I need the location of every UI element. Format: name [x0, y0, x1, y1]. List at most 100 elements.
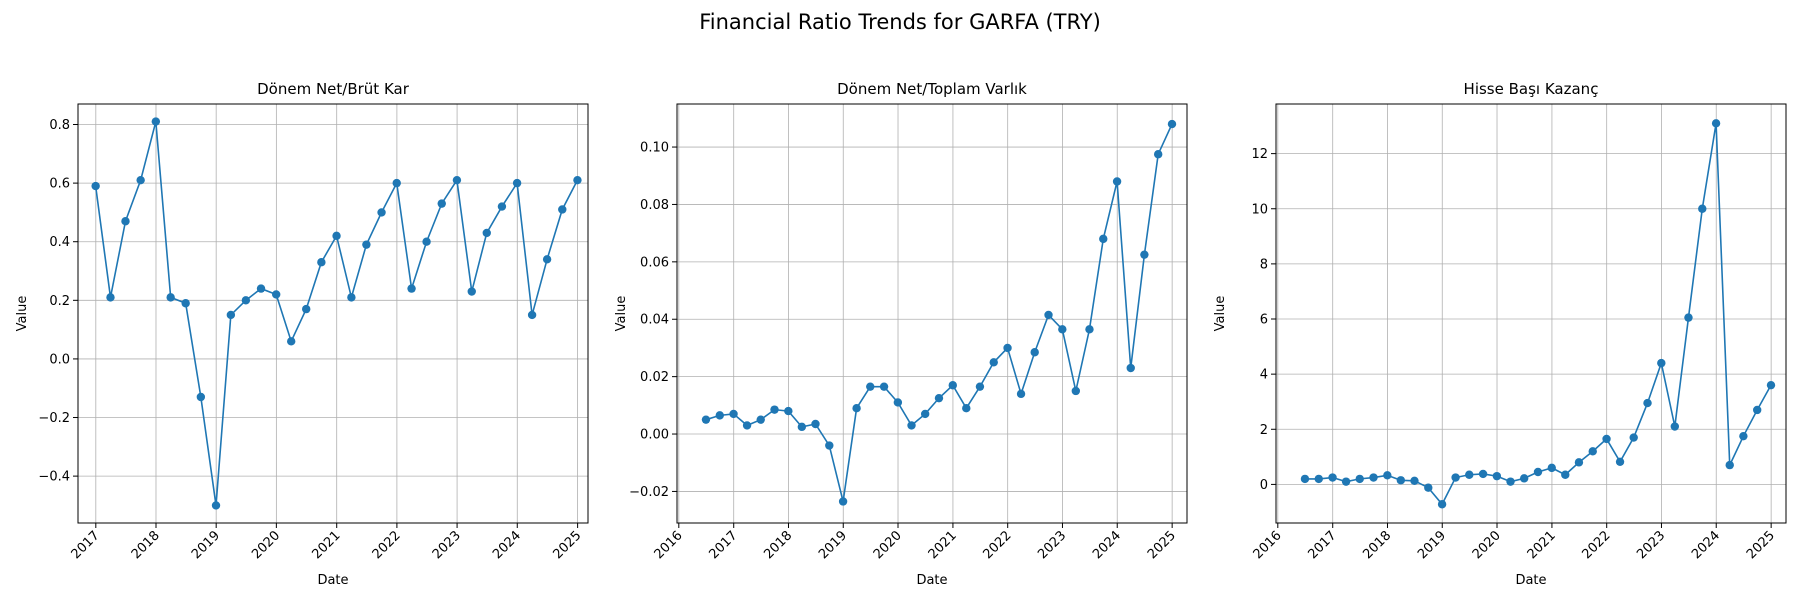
- data-point: [422, 237, 431, 246]
- data-point: [1574, 458, 1584, 467]
- data-point: [1437, 500, 1447, 509]
- data-point: [879, 382, 889, 391]
- y-tick-label: 0.8: [49, 118, 70, 133]
- y-tick-label: −0.4: [38, 470, 70, 485]
- x-tick-label: 2016: [652, 528, 686, 562]
- x-tick-label: 2020: [871, 528, 905, 562]
- data-point: [136, 175, 145, 185]
- x-tick-label: 2017: [1306, 528, 1340, 562]
- data-point: [332, 231, 341, 241]
- data-point: [181, 299, 190, 308]
- data-point: [1506, 477, 1515, 486]
- data-point: [362, 240, 371, 249]
- data-point: [91, 181, 100, 191]
- data-point: [920, 409, 930, 419]
- data-point: [1314, 474, 1323, 484]
- data-point: [1085, 325, 1094, 334]
- x-tick-label: 2020: [249, 528, 283, 562]
- y-tick-label: 0.0: [49, 352, 70, 367]
- data-point: [825, 441, 834, 450]
- data-point: [1451, 473, 1460, 482]
- x-tick-label: 2020: [1470, 528, 1504, 562]
- y-tick-label: 0.00: [640, 428, 669, 443]
- data-point: [989, 358, 998, 367]
- data-point: [211, 501, 221, 510]
- data-point: [1424, 483, 1433, 492]
- figure-title: Financial Ratio Trends for GARFA (TRY): [699, 10, 1101, 34]
- data-point: [770, 405, 779, 414]
- data-point: [1126, 363, 1135, 373]
- data-point: [1711, 119, 1721, 128]
- data-point: [907, 421, 916, 430]
- data-point: [1547, 463, 1556, 473]
- data-point: [302, 304, 311, 314]
- x-tick-label: 2022: [981, 528, 1015, 562]
- grid: [677, 104, 1187, 523]
- data-point: [437, 199, 446, 208]
- subplot-title: Dönem Net/Brüt Kar: [257, 80, 410, 98]
- data-point: [1602, 434, 1611, 444]
- data-point: [256, 284, 266, 293]
- data-point: [317, 258, 326, 267]
- data-point: [1643, 398, 1652, 408]
- y-tick-label: 0.06: [640, 255, 669, 270]
- grid: [78, 104, 588, 523]
- subplot-2: 2016 2017 2018 2019 2020 2021 2022 2023 2024 2025…: [614, 80, 1188, 588]
- x-tick-label: 2021: [926, 528, 960, 562]
- data-point: [558, 205, 567, 214]
- data-point: [701, 415, 711, 424]
- data-point: [1752, 405, 1762, 415]
- y-tick-label: 0.10: [640, 141, 669, 156]
- x-tick-label: 2021: [1525, 528, 1559, 562]
- data-point: [287, 337, 296, 346]
- data-point: [811, 419, 820, 429]
- subplot-title: Dönem Net/Toplam Varlık: [837, 80, 1027, 98]
- y-tick-label: 12: [1251, 147, 1268, 162]
- data-point: [1153, 150, 1163, 159]
- y-tick-label: 0: [1260, 478, 1268, 493]
- x-tick-label: 2018: [1360, 528, 1394, 562]
- data-point: [542, 255, 552, 264]
- data-point: [573, 175, 582, 185]
- data-point: [1058, 325, 1067, 334]
- y-tick-label: 0.04: [640, 313, 669, 328]
- subplot-3: 2016 2017 2018 2019 2020 2021 2022 2023 2024 2025…: [1213, 80, 1787, 588]
- data-point: [1766, 380, 1776, 390]
- data-point: [1383, 471, 1392, 480]
- data-point: [512, 178, 522, 188]
- data-point: [1725, 460, 1734, 470]
- x-tick-label: 2025: [1145, 528, 1179, 562]
- data-point: [1071, 386, 1081, 396]
- data-point: [852, 404, 861, 413]
- data-point: [1629, 433, 1638, 442]
- data-point: [1355, 474, 1364, 484]
- y-tick-label: −0.02: [629, 485, 669, 500]
- data-point: [377, 208, 386, 217]
- x-tick-label: 2023: [430, 528, 464, 562]
- y-tick-label: 0.6: [49, 177, 70, 192]
- data-point: [1698, 204, 1707, 213]
- x-tick-label: 2019: [1415, 528, 1449, 562]
- x-tick-label: 2024: [490, 528, 524, 562]
- data-point: [467, 287, 476, 296]
- x-tick-label: 2024: [1689, 528, 1723, 562]
- data-point: [1369, 473, 1378, 482]
- y-tick-label: 8: [1260, 257, 1268, 272]
- subplot-1: 2017 2018 2019 2020 2021 2022 2023 2024 2025 −0.4…: [15, 80, 589, 588]
- data-point: [866, 382, 875, 391]
- data-point: [1099, 234, 1108, 244]
- x-tick-label: 2025: [1744, 528, 1778, 562]
- y-tick-label: 4: [1260, 368, 1268, 383]
- data-point: [452, 175, 462, 185]
- y-tick-label: 6: [1260, 313, 1268, 328]
- x-tick-label: 2019: [816, 528, 850, 562]
- x-tick-label: 2017: [69, 528, 103, 562]
- data-point: [151, 117, 161, 126]
- data-point: [407, 284, 416, 293]
- x-tick-label: 2024: [1090, 528, 1124, 562]
- x-axis-label: Date: [317, 573, 348, 588]
- data-point: [1140, 250, 1149, 259]
- series-line: [1304, 123, 1772, 506]
- data-point: [1410, 476, 1419, 486]
